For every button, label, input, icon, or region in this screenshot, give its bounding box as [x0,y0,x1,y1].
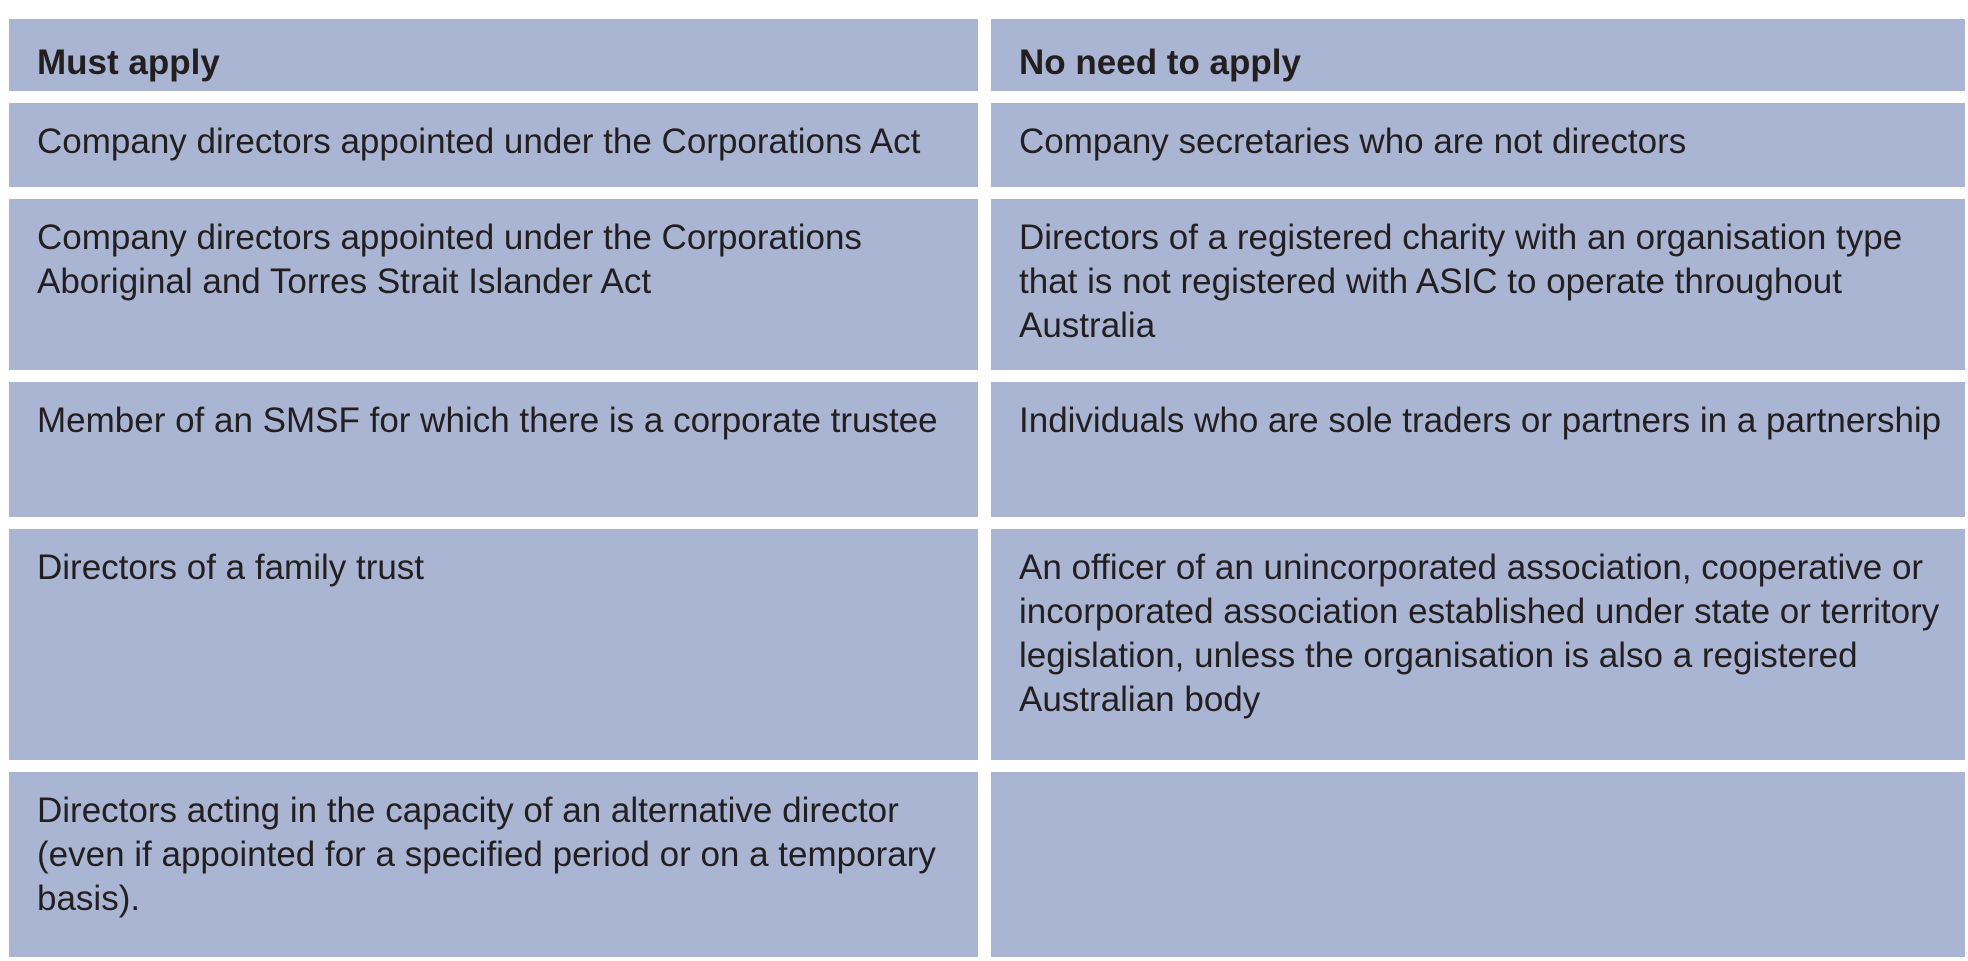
table-cell-must-apply: Company directors appointed under the Co… [9,199,978,370]
table-cell-no-need: Directors of a registered charity with a… [991,199,1965,370]
header-no-need-to-apply: No need to apply [991,19,1965,91]
table-cell-no-need: An officer of an unincorporated associat… [991,529,1965,760]
table-cell-no-need: Individuals who are sole traders or part… [991,382,1965,517]
table-cell-must-apply: Directors of a family trust [9,529,978,760]
table-cell-no-need [991,772,1965,957]
table-cell-must-apply: Directors acting in the capacity of an a… [9,772,978,957]
table-cell-must-apply: Member of an SMSF for which there is a c… [9,382,978,517]
table-cell-no-need: Company secretaries who are not director… [991,103,1965,187]
header-must-apply: Must apply [9,19,978,91]
table-cell-must-apply: Company directors appointed under the Co… [9,103,978,187]
